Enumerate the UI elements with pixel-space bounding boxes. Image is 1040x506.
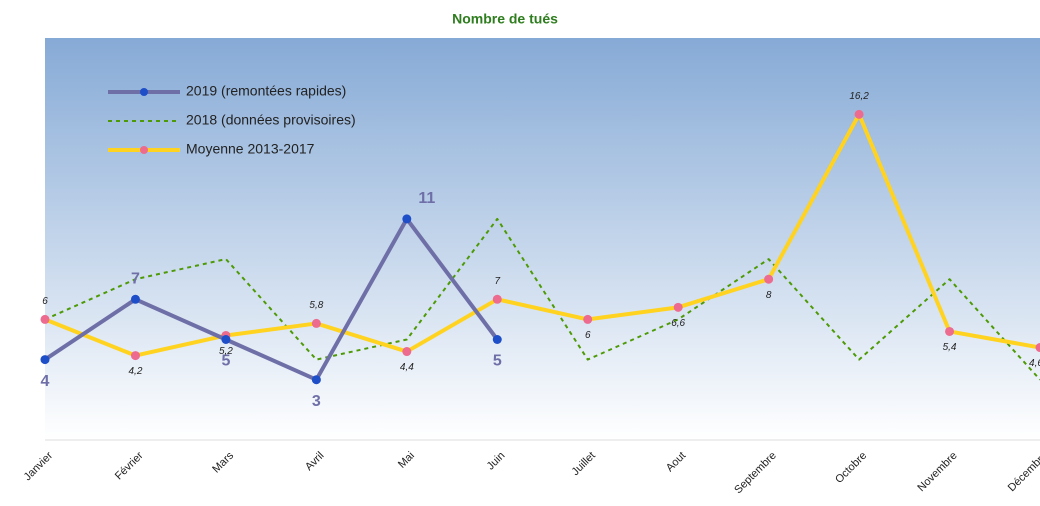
x-tick-label: Mars xyxy=(210,449,236,475)
legend-marker xyxy=(140,146,148,154)
data-label: 5,4 xyxy=(943,342,957,353)
data-point xyxy=(130,294,140,304)
data-point xyxy=(764,274,774,284)
data-label: 4,6 xyxy=(1029,358,1040,369)
data-label: 7 xyxy=(131,271,140,288)
legend-label: 2019 (remontées rapides) xyxy=(186,83,346,99)
data-point xyxy=(402,347,412,357)
data-label: 8 xyxy=(766,290,772,301)
x-tick-label: Septembre xyxy=(732,450,779,497)
x-tick-label: Juin xyxy=(485,450,508,473)
data-point xyxy=(583,314,593,324)
legend-marker xyxy=(140,88,148,96)
data-label: 7 xyxy=(494,276,500,287)
x-tick-label: Novembre xyxy=(915,450,959,494)
data-label: 5 xyxy=(493,353,502,370)
data-label: 6 xyxy=(585,330,591,341)
plot-area xyxy=(45,38,1040,440)
data-point xyxy=(311,375,321,385)
legend-label: Moyenne 2013-2017 xyxy=(186,141,315,157)
data-label: 11 xyxy=(418,190,435,207)
data-label: 16,2 xyxy=(849,91,869,102)
data-label: 5 xyxy=(221,353,230,370)
data-label: 6,6 xyxy=(671,318,685,329)
data-label: 3 xyxy=(312,393,321,410)
data-label: 6 xyxy=(42,296,48,307)
data-label: 4 xyxy=(41,373,50,390)
data-point xyxy=(402,214,412,224)
x-tick-label: Janvier xyxy=(22,449,56,483)
series-line xyxy=(44,112,1040,358)
data-point xyxy=(492,294,502,304)
x-tick-label: Février xyxy=(113,449,146,482)
data-point xyxy=(311,318,321,328)
legend-label: 2018 (données provisoires) xyxy=(186,112,356,128)
data-point xyxy=(40,314,50,324)
data-label: 4,2 xyxy=(129,366,143,377)
series-line xyxy=(43,216,499,382)
data-point xyxy=(130,351,140,361)
x-tick-label: Décembre xyxy=(1006,450,1040,494)
data-point xyxy=(221,335,231,344)
data-point xyxy=(945,326,955,336)
data-point xyxy=(40,355,50,365)
x-tick-label: Octobre xyxy=(833,450,869,486)
x-tick-label: Avril xyxy=(303,450,326,473)
data-point xyxy=(1035,343,1040,353)
data-label: 5,8 xyxy=(309,300,323,311)
data-point xyxy=(854,109,864,119)
x-tick-label: Aout xyxy=(664,450,688,474)
x-tick-label: Mai xyxy=(396,450,417,471)
data-point xyxy=(673,302,683,312)
series-line xyxy=(44,217,1040,381)
data-point xyxy=(492,335,502,344)
chart-title: Nombre de tués xyxy=(452,11,558,27)
x-tick-label: Juillet xyxy=(570,450,598,478)
data-label: 4,4 xyxy=(400,362,414,373)
data-label: 5,2 xyxy=(219,346,233,357)
